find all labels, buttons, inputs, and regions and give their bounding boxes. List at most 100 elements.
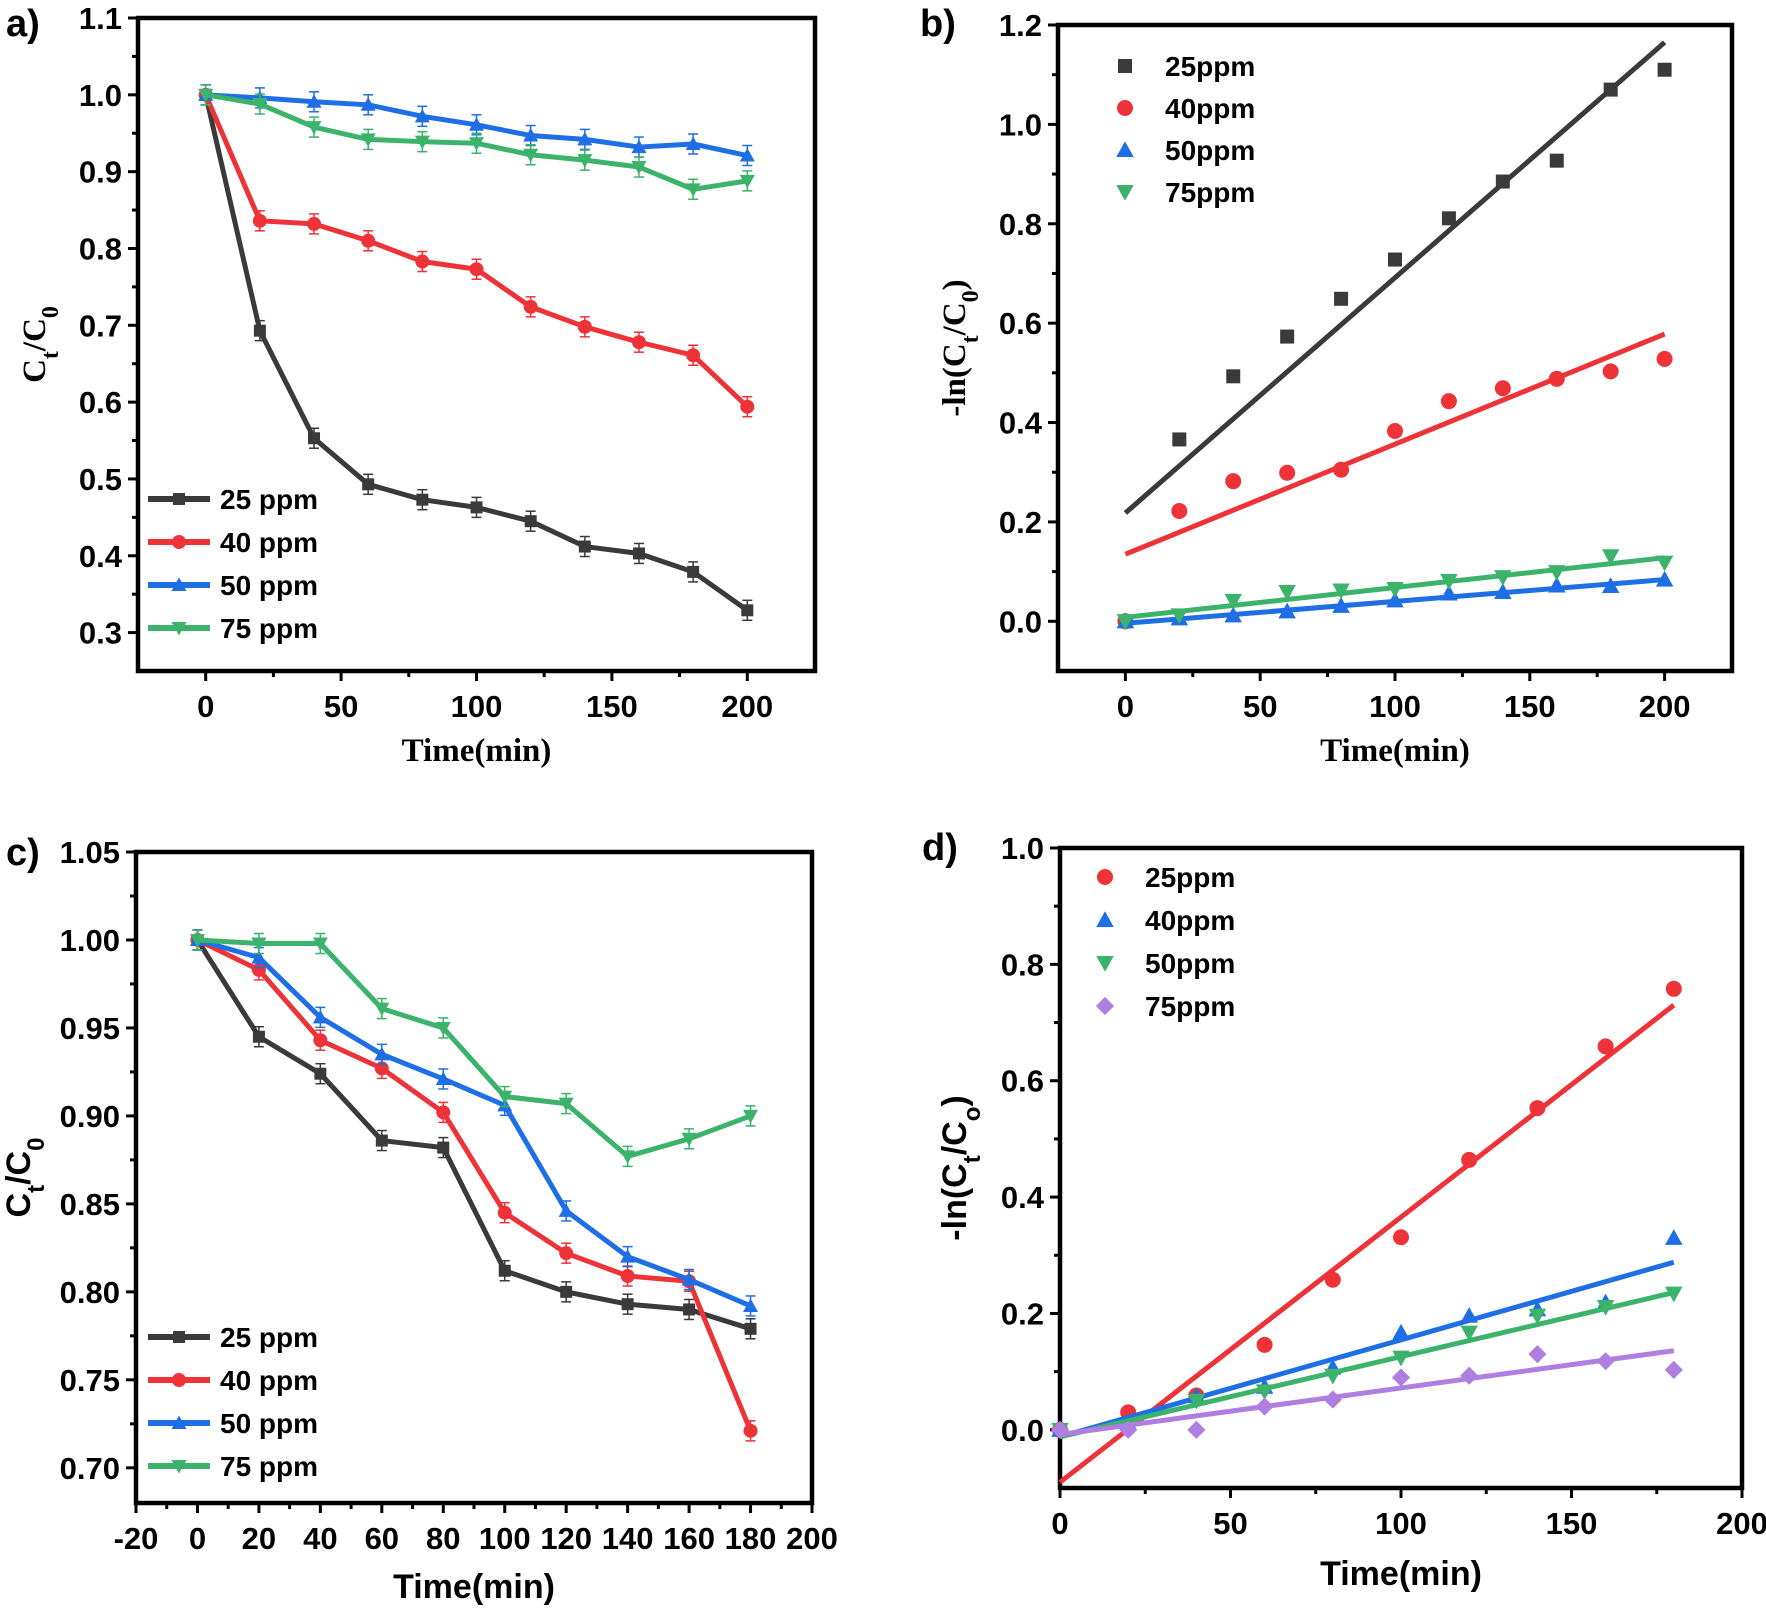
y-tick-label: 0.7 xyxy=(79,308,122,343)
data-point xyxy=(1116,614,1135,631)
legend-marker xyxy=(171,622,187,636)
x-tick-label: 100 xyxy=(451,689,503,724)
data-point xyxy=(1278,584,1296,601)
x-axis-title: Time(min) xyxy=(393,1568,555,1606)
legend-marker xyxy=(1097,869,1113,885)
data-point xyxy=(578,540,591,553)
data-point xyxy=(1602,363,1619,380)
data-point xyxy=(577,131,593,146)
legend-label: 75 ppm xyxy=(220,1451,318,1482)
data-point xyxy=(743,1423,758,1438)
panel-label: c) xyxy=(6,832,40,874)
data-point xyxy=(1392,1350,1410,1367)
x-axis-title: Time(min) xyxy=(1320,1555,1482,1593)
series-line xyxy=(195,938,752,1332)
y-tick-label: 0.85 xyxy=(60,1187,120,1222)
y-axis-title-part: C xyxy=(0,1193,38,1218)
data-point xyxy=(685,136,701,150)
data-point xyxy=(252,1030,265,1043)
data-point xyxy=(1528,1345,1547,1364)
data-point xyxy=(740,399,755,414)
data-point xyxy=(1655,555,1674,572)
legend-label: 50 ppm xyxy=(220,570,318,601)
data-point xyxy=(1332,597,1350,613)
data-point xyxy=(1460,1325,1478,1342)
panel-label: b) xyxy=(920,3,956,45)
fit-line xyxy=(1058,1003,1676,1485)
y-axis-title: -ln(Ct/C0) xyxy=(937,279,984,416)
data-point xyxy=(1665,980,1682,997)
legend-marker xyxy=(171,1460,187,1474)
data-point xyxy=(1324,1271,1341,1288)
y-tick-label: 0.0 xyxy=(1001,1413,1044,1448)
data-point xyxy=(1655,570,1674,587)
x-tick-label: 200 xyxy=(1639,689,1691,724)
data-point xyxy=(1596,1352,1615,1371)
data-point xyxy=(1441,211,1456,226)
chart-panel-4: d) 0 50 100 150 200 0.0 0.2 0.4 0.6 0.8 1.0 Time(min… xyxy=(922,827,1766,1593)
data-point xyxy=(681,1132,697,1147)
y-tick-label: 0.2 xyxy=(1001,1296,1044,1331)
data-point xyxy=(523,128,539,142)
y-tick-label: 0.4 xyxy=(79,539,123,574)
series-25-ppm xyxy=(199,84,754,622)
y-axis-title: -ln(Ct/Co) xyxy=(936,1095,986,1240)
series-75ppm xyxy=(1116,549,1674,631)
y-axis-title-part: /C xyxy=(937,302,973,336)
data-point xyxy=(1596,1300,1615,1316)
y-tick-label: 0.4 xyxy=(999,406,1043,441)
data-point xyxy=(1255,1384,1274,1401)
legend-label: 75ppm xyxy=(1165,177,1255,208)
fit-line xyxy=(1059,1290,1675,1440)
y-axis-title: Ct/C0 xyxy=(0,1138,50,1218)
data-point xyxy=(1601,549,1620,565)
data-point xyxy=(1548,565,1566,581)
y-axis-title-part: -ln(C xyxy=(936,1163,974,1240)
legend-marker xyxy=(172,535,186,549)
data-point xyxy=(744,1322,757,1335)
data-point xyxy=(1224,593,1242,610)
legend: 25ppm 40ppm 50ppm 75ppm xyxy=(1095,862,1235,1022)
data-point xyxy=(632,547,645,560)
data-point xyxy=(1172,432,1187,447)
series-75-ppm xyxy=(198,84,755,201)
x-tick-label: 150 xyxy=(586,689,638,724)
plot-frame xyxy=(1057,845,1745,1491)
data-point xyxy=(1278,602,1296,619)
data-point xyxy=(1392,1323,1410,1340)
series-line xyxy=(197,937,752,1159)
legend-label: 75 ppm xyxy=(220,613,318,644)
data-point xyxy=(1387,422,1403,439)
panel-label: a) xyxy=(6,3,40,45)
data-point xyxy=(1393,1229,1409,1246)
y-tick-label: 0.95 xyxy=(60,1011,120,1046)
data-point xyxy=(685,183,701,197)
data-point xyxy=(1665,1286,1683,1303)
data-point xyxy=(1324,1368,1342,1385)
data-point xyxy=(360,133,376,147)
data-point xyxy=(1386,582,1404,598)
data-point xyxy=(360,97,376,111)
y-tick-label: 1.00 xyxy=(60,923,120,958)
y-tick-label: 0.8 xyxy=(999,207,1042,242)
y-tick-label: 0.6 xyxy=(79,385,122,420)
y-axis-title-part: ) xyxy=(937,279,973,290)
data-point xyxy=(1460,1307,1478,1323)
data-point xyxy=(620,1150,636,1164)
data-point xyxy=(1601,577,1620,594)
y-axis-title: Ct/C0 xyxy=(17,306,64,383)
y-axis-title-sub: 0 xyxy=(23,1138,50,1151)
chart-panel-3: c) -20 0 20 40 60 80 100 120 140 160 180 200 0.70 0.75… xyxy=(0,832,838,1606)
data-point xyxy=(523,299,538,314)
data-point xyxy=(686,348,701,363)
x-tick-label: 50 xyxy=(1243,689,1277,724)
x-tick-label: 100 xyxy=(479,1521,531,1556)
data-point xyxy=(683,1303,696,1316)
x-axis-title: Time(min) xyxy=(1320,733,1470,769)
x-tick-label: 100 xyxy=(1375,1506,1427,1541)
data-point xyxy=(1665,1229,1683,1245)
y-tick-label: 0.8 xyxy=(79,231,122,266)
y-tick-label: 1.1 xyxy=(79,1,122,36)
data-point xyxy=(1664,1360,1683,1379)
legend-label: 50ppm xyxy=(1165,135,1255,166)
